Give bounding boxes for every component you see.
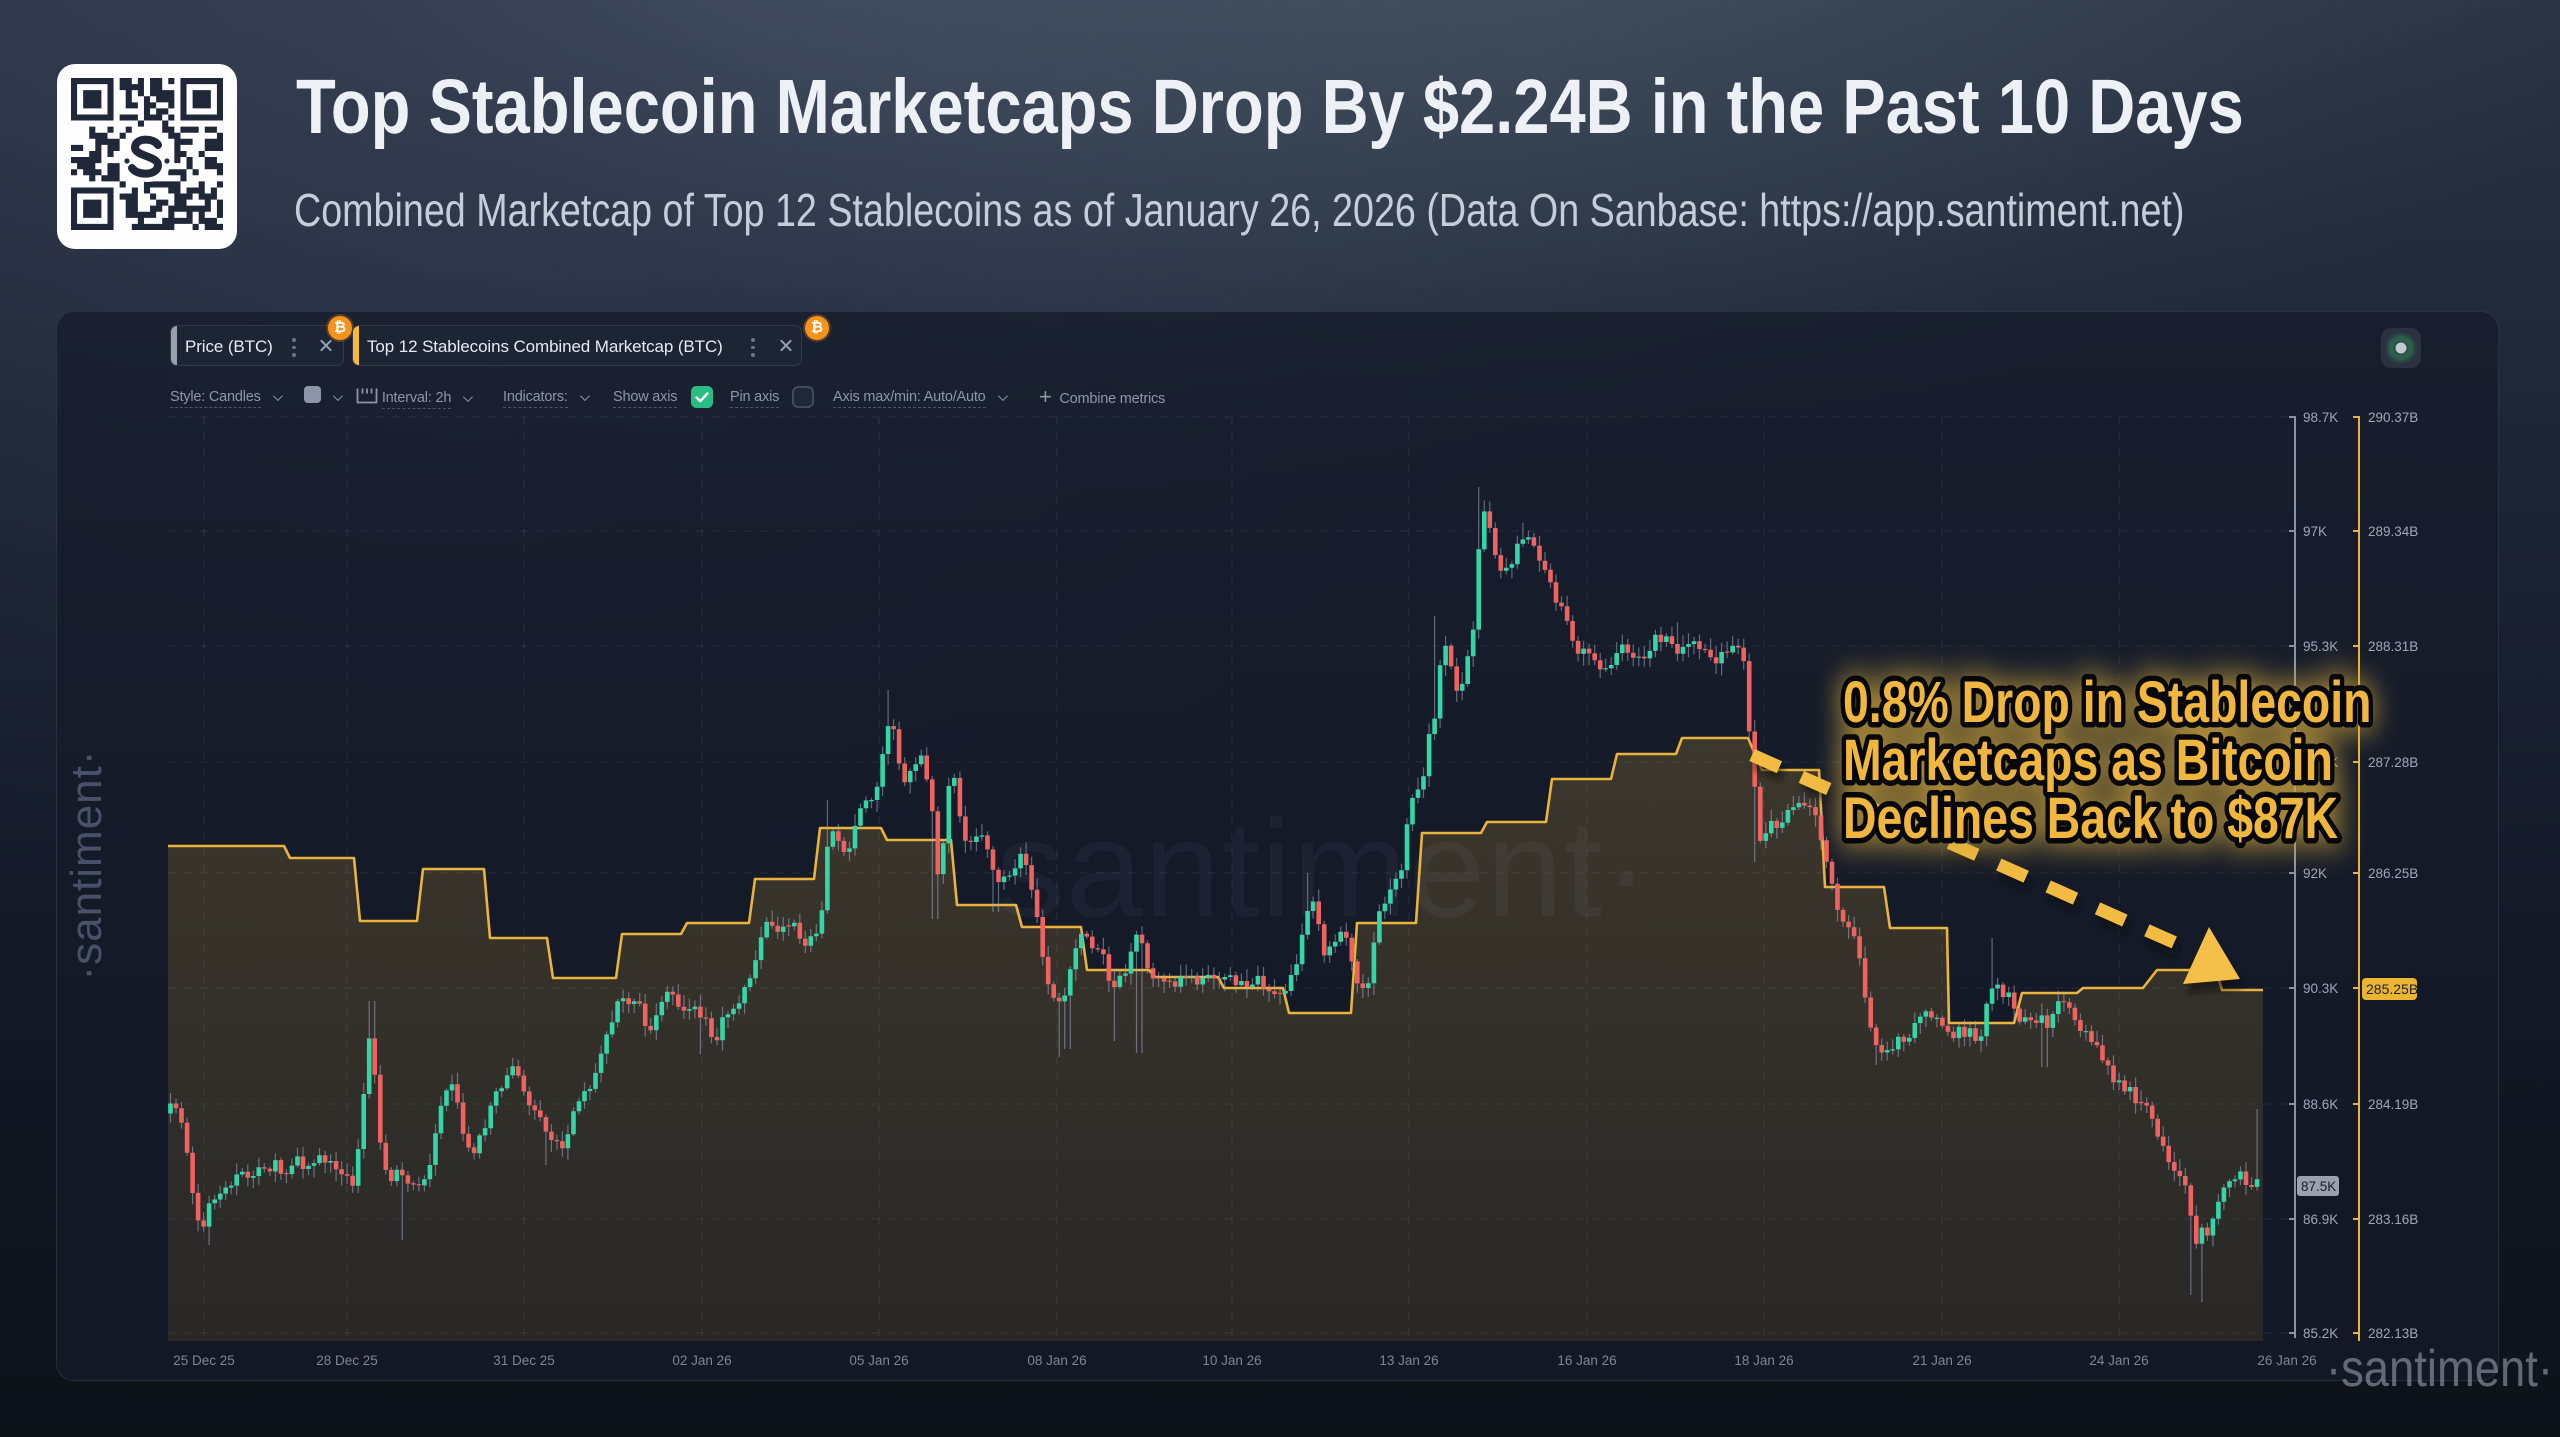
svg-text:0.8% Drop in Stablecoin: 0.8% Drop in Stablecoin bbox=[1843, 670, 2371, 735]
svg-text:31 Dec 25: 31 Dec 25 bbox=[493, 1353, 555, 1368]
svg-text:02 Jan 26: 02 Jan 26 bbox=[672, 1353, 731, 1368]
svg-text:·santiment·: ·santiment· bbox=[2326, 1340, 2553, 1398]
svg-text:284.19B: 284.19B bbox=[2368, 1097, 2418, 1112]
svg-text:95.3K: 95.3K bbox=[2303, 639, 2338, 654]
svg-text:16 Jan 26: 16 Jan 26 bbox=[1557, 1353, 1616, 1368]
svg-text:18 Jan 26: 18 Jan 26 bbox=[1734, 1353, 1793, 1368]
svg-text:28 Dec 25: 28 Dec 25 bbox=[316, 1353, 378, 1368]
svg-text:289.34B: 289.34B bbox=[2368, 524, 2418, 539]
svg-text:285.25B: 285.25B bbox=[2366, 981, 2418, 997]
svg-text:santiment·: santiment· bbox=[996, 792, 1650, 946]
svg-text:26 Jan 26: 26 Jan 26 bbox=[2257, 1353, 2316, 1368]
svg-text:92K: 92K bbox=[2303, 866, 2327, 881]
svg-text:24 Jan 26: 24 Jan 26 bbox=[2089, 1353, 2148, 1368]
svg-text:90.3K: 90.3K bbox=[2303, 981, 2338, 996]
svg-text:21 Jan 26: 21 Jan 26 bbox=[1912, 1353, 1971, 1368]
svg-text:·santiment·: ·santiment· bbox=[62, 749, 111, 980]
svg-text:286.25B: 286.25B bbox=[2368, 866, 2418, 881]
svg-text:97K: 97K bbox=[2303, 524, 2327, 539]
svg-text:86.9K: 86.9K bbox=[2303, 1212, 2338, 1227]
svg-text:0.8% Drop in Stablecoin: 0.8% Drop in Stablecoin bbox=[1843, 670, 2371, 735]
svg-text:Marketcaps as Bitcoin: Marketcaps as Bitcoin bbox=[1843, 728, 2333, 793]
svg-text:10 Jan 26: 10 Jan 26 bbox=[1202, 1353, 1261, 1368]
svg-text:0.8% Drop in Stablecoin: 0.8% Drop in Stablecoin bbox=[1843, 670, 2371, 735]
svg-text:25 Dec 25: 25 Dec 25 bbox=[173, 1353, 235, 1368]
svg-text:290.37B: 290.37B bbox=[2368, 410, 2418, 425]
svg-text:87.5K: 87.5K bbox=[2301, 1179, 2336, 1194]
svg-text:Marketcaps as Bitcoin: Marketcaps as Bitcoin bbox=[1843, 728, 2333, 793]
svg-text:Declines Back to $87K: Declines Back to $87K bbox=[1843, 786, 2338, 851]
svg-text:Declines Back to $87K: Declines Back to $87K bbox=[1843, 786, 2338, 851]
svg-text:88.6K: 88.6K bbox=[2303, 1097, 2338, 1112]
svg-text:Declines Back to $87K: Declines Back to $87K bbox=[1843, 786, 2338, 851]
svg-text:288.31B: 288.31B bbox=[2368, 639, 2418, 654]
svg-text:282.13B: 282.13B bbox=[2368, 1326, 2418, 1341]
svg-text:93.6K: 93.6K bbox=[2303, 755, 2338, 770]
svg-text:283.16B: 283.16B bbox=[2368, 1212, 2418, 1227]
svg-text:13 Jan 26: 13 Jan 26 bbox=[1379, 1353, 1438, 1368]
svg-text:98.7K: 98.7K bbox=[2303, 410, 2338, 425]
svg-text:08 Jan 26: 08 Jan 26 bbox=[1027, 1353, 1086, 1368]
svg-text:287.28B: 287.28B bbox=[2368, 755, 2418, 770]
svg-text:05 Jan 26: 05 Jan 26 bbox=[849, 1353, 908, 1368]
svg-text:Marketcaps as Bitcoin: Marketcaps as Bitcoin bbox=[1843, 728, 2333, 793]
svg-text:85.2K: 85.2K bbox=[2303, 1326, 2338, 1341]
